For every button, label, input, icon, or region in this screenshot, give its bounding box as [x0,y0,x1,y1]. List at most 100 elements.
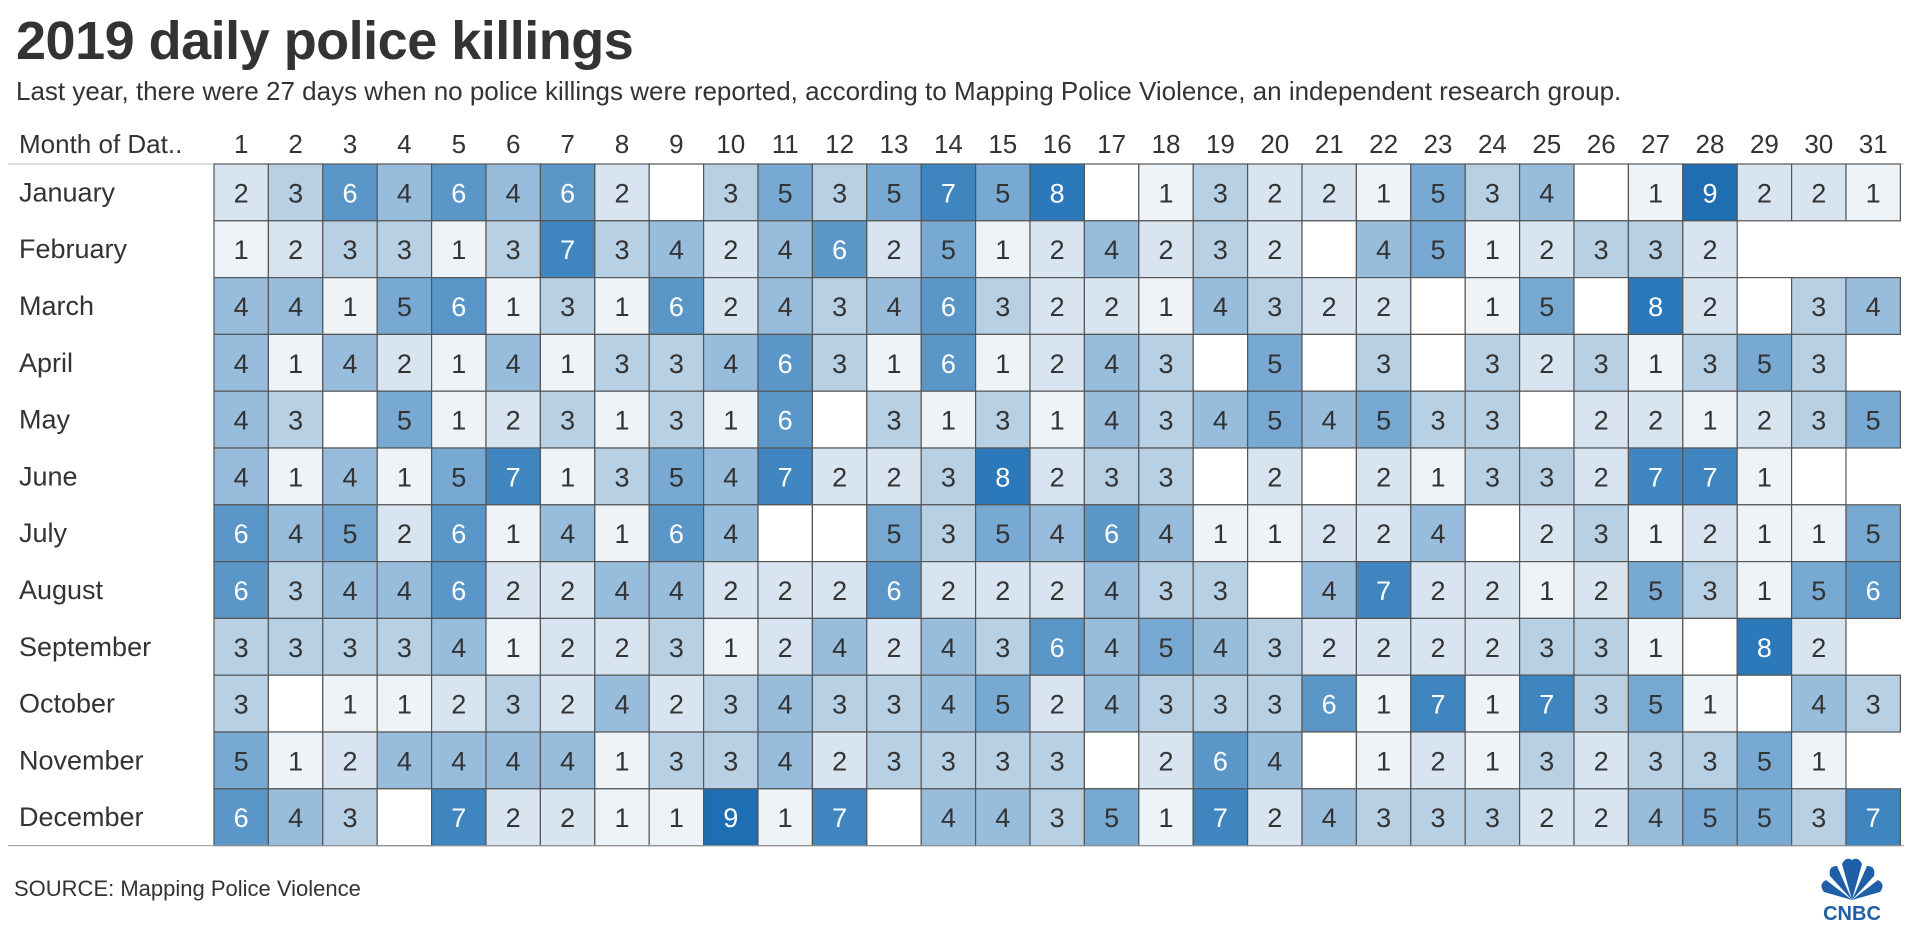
heatmap-cell [1464,731,1521,790]
cell-value: 1 [614,406,629,436]
heatmap-cell [1138,560,1194,619]
cell-value: 7 [778,462,793,492]
cell-value: 3 [832,349,847,379]
cell-value: 3 [1811,292,1826,322]
heatmap-cell [648,788,705,847]
cell-value: 4 [1213,633,1228,663]
heatmap-cell [322,163,378,222]
heatmap-cell [1682,220,1738,279]
heatmap-cell [1083,447,1140,506]
cell-value: 2 [397,519,412,549]
cell-value: 3 [669,349,684,379]
cell-value: 1 [1213,519,1228,549]
heatmap-cell [974,220,1031,279]
cell-value: 1 [451,235,466,265]
cell-value: 4 [1811,690,1826,720]
day-header: 5 [452,129,466,159]
cell-value: 1 [723,406,738,436]
cell-value: 2 [778,633,793,663]
day-header: 1 [234,129,248,159]
cell-value: 5 [1757,349,1772,379]
heatmap-cell [1301,504,1358,563]
cell-value: 3 [1485,349,1500,379]
cell-value: 5 [995,178,1010,208]
month-label: March [19,291,94,321]
cell-value: 1 [614,803,629,833]
cell-value: 3 [669,746,684,776]
cell-value: 3 [669,633,684,663]
cell-value: 3 [941,746,956,776]
cell-value: 5 [995,519,1010,549]
cell-value: 3 [995,292,1010,322]
cell-value: 2 [832,462,847,492]
cell-value: 3 [1539,633,1554,663]
cell-value: 1 [234,235,249,265]
heatmap-cell [539,617,596,676]
cell-value: 4 [288,292,303,322]
heatmap-cell [1192,731,1249,790]
heatmap-cell [1464,674,1521,733]
peacock-icon [1821,858,1883,900]
cell-value: 4 [234,406,249,436]
heatmap-cell [1573,277,1630,336]
heatmap-cell [1518,560,1575,619]
row-header-label: Month of Dat.. [19,129,182,159]
cell-value: 6 [560,178,575,208]
day-header: 6 [506,129,520,159]
heatmap-cell [1410,163,1466,222]
cell-value: 3 [506,690,521,720]
day-header: 27 [1641,129,1670,159]
cell-value: 3 [1050,746,1065,776]
cell-value: 2 [1158,235,1173,265]
cell-value: 3 [995,746,1010,776]
heatmap-cell [1410,447,1466,506]
cell-value: 4 [397,746,412,776]
heatmap-cell [1464,617,1521,676]
cell-value: 2 [778,576,793,606]
day-header: 18 [1152,129,1181,159]
cell-value: 4 [342,576,357,606]
cell-value: 3 [1158,576,1173,606]
day-header: 21 [1315,129,1344,159]
month-label: October [19,689,115,719]
cell-value: 2 [1050,349,1065,379]
heatmap-cell [267,674,324,733]
heatmap-cell [1682,617,1738,676]
heatmap-cell [974,163,1031,222]
cell-value: 4 [342,349,357,379]
cell-value: 3 [941,462,956,492]
cell-value: 3 [995,406,1010,436]
cell-value: 4 [397,178,412,208]
cell-value: 3 [1430,803,1445,833]
heatmap-cell [267,617,324,676]
cell-value: 7 [1376,576,1391,606]
heatmap-cell [974,504,1031,563]
cell-value: 4 [1322,576,1337,606]
cell-value: 1 [288,462,303,492]
heatmap-cell [757,447,814,506]
cell-value: 2 [560,690,575,720]
heatmap-cell [811,390,868,449]
cell-value: 7 [941,178,956,208]
heatmap-cell [1029,163,1086,222]
heatmap-cell [539,333,596,392]
heatmap-cell [322,617,378,676]
day-header: 12 [825,129,854,159]
heatmap-cell [431,163,487,222]
cell-value: 1 [614,519,629,549]
cell-value: 5 [1430,178,1445,208]
cell-value: 5 [886,519,901,549]
cell-value: 1 [506,292,521,322]
cell-value: 1 [1811,746,1826,776]
heatmap-cell [376,163,433,222]
cell-value: 1 [451,349,466,379]
logo-text: CNBC [1823,903,1881,924]
cell-value: 4 [778,292,793,322]
heatmap-cell [1410,617,1466,676]
heatmap-cell [1355,447,1412,506]
heatmap-cell [757,333,814,392]
cell-value: 5 [1158,633,1173,663]
cell-value: 4 [506,178,521,208]
cell-value: 4 [234,462,249,492]
heatmap-cell [866,731,922,790]
